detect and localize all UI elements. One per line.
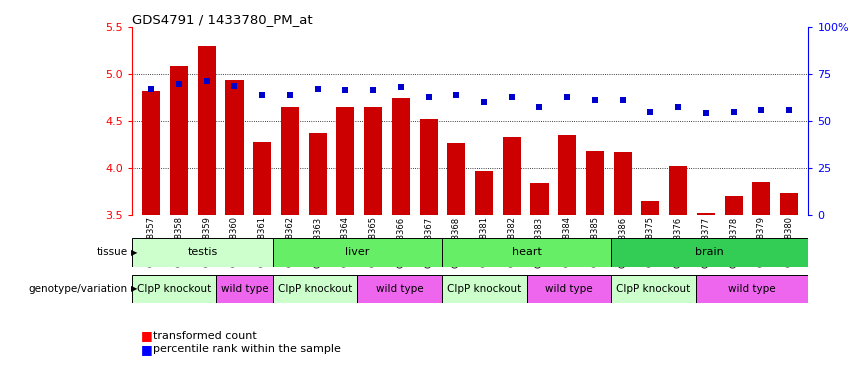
Bar: [527, 275, 611, 303]
Bar: [273, 275, 357, 303]
Bar: [391, 98, 410, 215]
Point: [172, 81, 186, 87]
Text: ClpP knockout: ClpP knockout: [137, 284, 211, 294]
Point: [283, 91, 297, 98]
Bar: [170, 66, 188, 215]
Bar: [503, 137, 521, 215]
Point: [727, 109, 740, 115]
Point: [311, 86, 324, 92]
Bar: [281, 107, 299, 215]
Text: ▶: ▶: [131, 248, 138, 257]
Text: transformed count: transformed count: [153, 331, 257, 341]
Bar: [216, 275, 273, 303]
Point: [561, 94, 574, 101]
Bar: [132, 238, 273, 267]
Text: wild type: wild type: [728, 284, 776, 294]
Bar: [696, 275, 808, 303]
Point: [782, 107, 796, 113]
Point: [339, 87, 352, 93]
Point: [422, 94, 436, 101]
Point: [200, 78, 214, 84]
Text: brain: brain: [695, 247, 724, 258]
Text: wild type: wild type: [545, 284, 592, 294]
Bar: [273, 238, 442, 267]
Bar: [558, 135, 576, 215]
Bar: [614, 152, 631, 215]
Point: [533, 104, 546, 110]
Text: ▶: ▶: [131, 285, 138, 293]
Bar: [197, 46, 216, 215]
Bar: [309, 133, 327, 215]
Bar: [724, 196, 743, 215]
Bar: [254, 142, 271, 215]
Text: percentile rank within the sample: percentile rank within the sample: [153, 344, 341, 354]
Text: wild type: wild type: [376, 284, 424, 294]
Bar: [586, 151, 604, 215]
Text: GDS4791 / 1433780_PM_at: GDS4791 / 1433780_PM_at: [132, 13, 312, 26]
Text: testis: testis: [187, 247, 218, 258]
Text: ClpP knockout: ClpP knockout: [616, 284, 690, 294]
Point: [394, 84, 408, 90]
Text: heart: heart: [511, 247, 541, 258]
Point: [699, 110, 712, 116]
Bar: [442, 238, 611, 267]
Text: liver: liver: [346, 247, 369, 258]
Bar: [357, 275, 442, 303]
Point: [588, 97, 602, 103]
Point: [616, 97, 630, 103]
Bar: [611, 238, 808, 267]
Text: wild type: wild type: [221, 284, 268, 294]
Bar: [442, 275, 527, 303]
Point: [255, 91, 269, 98]
Text: genotype/variation: genotype/variation: [29, 284, 128, 294]
Bar: [364, 107, 382, 215]
Point: [671, 104, 685, 110]
Text: ■: ■: [140, 343, 152, 356]
Bar: [226, 79, 243, 215]
Point: [755, 107, 768, 113]
Bar: [142, 91, 160, 215]
Bar: [669, 166, 687, 215]
Point: [477, 99, 491, 105]
Bar: [336, 107, 354, 215]
Bar: [697, 213, 715, 215]
Point: [366, 87, 380, 93]
Bar: [132, 275, 216, 303]
Point: [505, 94, 518, 101]
Bar: [475, 171, 493, 215]
Text: ClpP knockout: ClpP knockout: [278, 284, 352, 294]
Text: ■: ■: [140, 329, 152, 343]
Bar: [530, 183, 549, 215]
Bar: [752, 182, 770, 215]
Bar: [420, 119, 437, 215]
Text: ClpP knockout: ClpP knockout: [447, 284, 522, 294]
Text: tissue: tissue: [96, 247, 128, 258]
Point: [643, 109, 657, 115]
Point: [145, 86, 158, 92]
Bar: [780, 194, 798, 215]
Bar: [611, 275, 696, 303]
Bar: [642, 201, 660, 215]
Point: [449, 91, 463, 98]
Bar: [448, 142, 465, 215]
Point: [228, 83, 242, 89]
